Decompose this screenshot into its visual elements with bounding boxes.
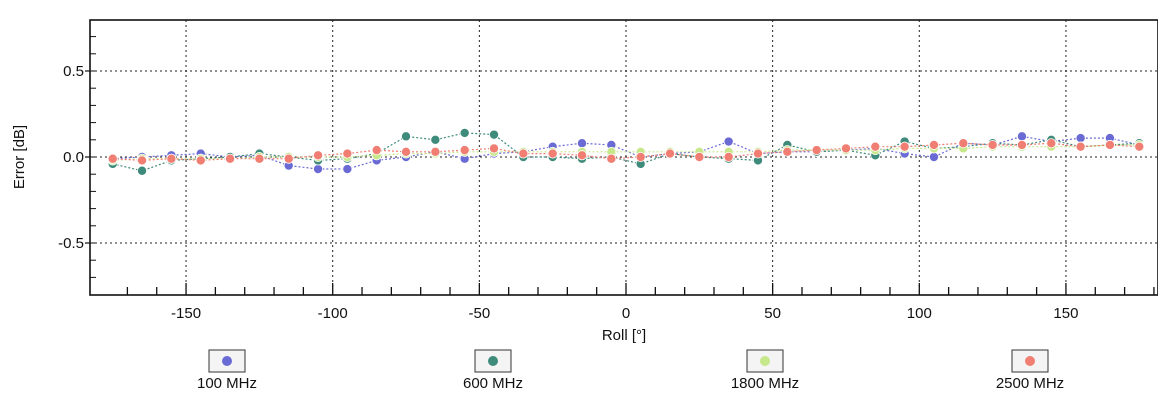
- legend-label: 600 MHz: [463, 375, 523, 392]
- legend-marker: [1025, 356, 1035, 366]
- legend-marker: [760, 356, 770, 366]
- legend-marker: [488, 356, 498, 366]
- x-axis: -150 -100 -50 0 50 100 150: [171, 305, 1078, 322]
- data-point: [137, 155, 148, 166]
- data-point: [430, 146, 441, 157]
- data-point: [283, 153, 294, 164]
- y-tick-label: 0.0: [63, 149, 84, 166]
- x-tick-label: 0: [622, 305, 630, 322]
- legend-label: 2500 MHz: [996, 375, 1064, 392]
- data-point: [664, 148, 675, 159]
- data-point: [342, 148, 353, 159]
- data-point: [1046, 138, 1057, 149]
- data-point: [1016, 139, 1027, 150]
- data-point: [752, 148, 763, 159]
- data-point: [313, 150, 324, 161]
- data-point: [1016, 131, 1027, 142]
- data-point: [928, 151, 939, 162]
- data-point: [195, 155, 206, 166]
- data-point: [459, 127, 470, 138]
- legend: 100 MHz 600 MHz 1800 MHz 2500 MHz: [197, 349, 1064, 392]
- data-point: [840, 143, 851, 154]
- minor-ticks: [90, 36, 1155, 295]
- data-point: [723, 136, 734, 147]
- x-tick-label: 50: [764, 305, 781, 322]
- data-point: [635, 151, 646, 162]
- data-point: [1104, 139, 1115, 150]
- data-point: [577, 138, 588, 149]
- legend-item: 600 MHz: [463, 349, 523, 392]
- data-point: [958, 138, 969, 149]
- data-point: [928, 139, 939, 150]
- data-point: [1075, 133, 1086, 144]
- data-point: [1134, 141, 1145, 152]
- data-point: [371, 145, 382, 156]
- legend-label: 1800 MHz: [731, 375, 799, 392]
- data-point: [225, 153, 236, 164]
- data-point: [782, 146, 793, 157]
- data-point: [401, 146, 412, 157]
- data-point: [459, 145, 470, 156]
- y-tick-label: 0.5: [63, 63, 84, 80]
- series-line: [112, 144, 1140, 161]
- data-point: [987, 139, 998, 150]
- data-point: [342, 164, 353, 175]
- data-point: [430, 134, 441, 145]
- data-point: [107, 153, 118, 164]
- data-point: [606, 153, 617, 164]
- grid-lines: [90, 20, 1158, 295]
- x-tick-label: -50: [469, 305, 491, 322]
- y-tick-label: -0.5: [58, 235, 84, 252]
- data-series: [107, 127, 1145, 176]
- data-point: [870, 141, 881, 152]
- data-point: [899, 141, 910, 152]
- x-axis-title: Roll [°]: [602, 327, 646, 344]
- legend-item: 2500 MHz: [996, 349, 1064, 392]
- data-point: [489, 129, 500, 140]
- data-point: [1075, 141, 1086, 152]
- y-axis-title: Error [dB]: [11, 125, 28, 189]
- data-point: [723, 151, 734, 162]
- legend-label: 100 MHz: [197, 375, 257, 392]
- x-tick-label: 150: [1053, 305, 1078, 322]
- data-point: [518, 148, 529, 159]
- data-point: [811, 145, 822, 156]
- data-point: [577, 150, 588, 161]
- legend-item: 100 MHz: [197, 349, 257, 392]
- data-point: [166, 153, 177, 164]
- data-point: [401, 131, 412, 142]
- data-point: [694, 151, 705, 162]
- data-point: [254, 153, 265, 164]
- data-point: [547, 148, 558, 159]
- data-point: [137, 165, 148, 176]
- legend-item: 1800 MHz: [731, 349, 799, 392]
- data-point: [313, 164, 324, 175]
- y-axis: 0.5 0.0 -0.5: [58, 63, 90, 252]
- x-tick-label: 100: [907, 305, 932, 322]
- x-tick-label: -100: [318, 305, 348, 322]
- x-tick-label: -150: [171, 305, 201, 322]
- data-point: [489, 143, 500, 154]
- legend-marker: [222, 356, 232, 366]
